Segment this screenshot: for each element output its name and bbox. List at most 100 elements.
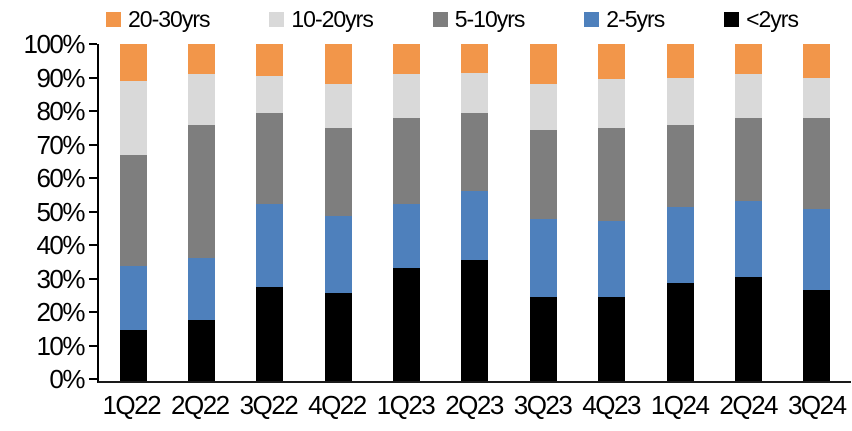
bar-4Q23 [598, 44, 626, 381]
x-tick-label: 2Q22 [171, 390, 230, 420]
segment-2to5yrs [256, 204, 284, 287]
segment-lt2yrs [598, 296, 626, 381]
segment-20to30yrs [734, 44, 762, 75]
segment-5to10yrs [461, 113, 489, 191]
segment-20to30yrs [188, 44, 216, 75]
segment-10to20yrs [324, 84, 352, 129]
x-tick-label: 3Q23 [513, 390, 573, 420]
segment-10to20yrs [461, 72, 489, 114]
segment-5to10yrs [393, 118, 421, 205]
segment-lt2yrs [529, 296, 557, 381]
y-tick-mark [89, 76, 97, 79]
bar-1Q24 [666, 44, 694, 381]
segment-10to20yrs [598, 79, 626, 129]
segment-2to5yrs [393, 204, 421, 269]
y-tick-mark [89, 277, 97, 280]
y-tick-mark [89, 177, 97, 179]
bar-2Q22 [188, 44, 216, 381]
segment-10to20yrs [393, 74, 421, 119]
bar-3Q22 [256, 44, 284, 381]
bar-1Q22 [119, 44, 147, 381]
x-tick-label: 2Q24 [719, 390, 778, 420]
segment-10to20yrs [666, 77, 694, 125]
segment-5to10yrs [598, 128, 626, 221]
bar-2Q24 [734, 44, 762, 381]
segment-5to10yrs [734, 118, 762, 201]
segment-10to20yrs [803, 77, 831, 119]
segment-2to5yrs [529, 219, 557, 297]
bar-1Q23 [393, 44, 421, 381]
y-tick-label: 90% [36, 62, 85, 93]
x-tick-label: 2Q23 [445, 390, 504, 420]
segment-2to5yrs [324, 215, 352, 294]
x-tick-label: 4Q23 [582, 390, 641, 420]
segment-20to30yrs [803, 44, 831, 78]
segment-10to20yrs [734, 74, 762, 119]
segment-2to5yrs [666, 207, 694, 284]
x-tick-label: 3Q22 [239, 390, 299, 420]
segment-5to10yrs [803, 118, 831, 210]
legend-item-2to5yrs: 2-5yrs [584, 5, 665, 32]
y-tick-label: 40% [36, 230, 85, 260]
bar-2Q23 [461, 44, 489, 381]
segment-5to10yrs [324, 128, 352, 216]
y-tick-mark [89, 378, 97, 380]
segment-5to10yrs [119, 155, 147, 267]
legend: 20-30yrs 10-20yrs 5-10yrs 2-5yrs <2yrs [106, 4, 799, 34]
legend-swatch-lt2yrs [724, 11, 740, 27]
legend-item-10to20yrs: 10-20yrs [269, 5, 374, 32]
segment-5to10yrs [529, 129, 557, 220]
y-tick-label: 50% [36, 196, 85, 227]
bars [99, 44, 851, 381]
y-tick-mark [89, 210, 97, 213]
segment-5to10yrs [256, 113, 284, 205]
legend-label: 10-20yrs [291, 5, 373, 32]
segment-10to20yrs [188, 74, 216, 125]
segment-20to30yrs [529, 44, 557, 85]
segment-lt2yrs [119, 330, 147, 381]
legend-item-20to30yrs: 20-30yrs [106, 5, 210, 32]
y-tick-mark [89, 244, 97, 246]
y-tick-mark [89, 311, 97, 313]
legend-swatch-5to10yrs [432, 11, 448, 27]
y-tick-mark [89, 43, 97, 45]
y-tick-label: 0% [49, 364, 85, 394]
bar-3Q23 [529, 44, 557, 381]
x-tick-label: 1Q22 [102, 390, 161, 420]
y-tick-mark [89, 110, 97, 112]
legend-label: 2-5yrs [606, 5, 665, 32]
segment-lt2yrs [666, 283, 694, 381]
segment-20to30yrs [324, 44, 352, 85]
segment-20to30yrs [666, 44, 694, 78]
bar-4Q22 [324, 44, 352, 381]
y-tick-label: 20% [36, 297, 85, 327]
y-tick-label: 100% [23, 29, 86, 59]
legend-label: 20-30yrs [128, 5, 210, 32]
y-tick-label: 10% [36, 330, 85, 361]
y-tick-label: 30% [36, 263, 85, 294]
x-tick-label: 1Q23 [376, 390, 436, 420]
x-tick-label: 3Q24 [787, 390, 847, 420]
segment-2to5yrs [461, 190, 489, 260]
legend-label: 5-10yrs [454, 5, 526, 32]
y-tick-label: 80% [36, 96, 85, 126]
segment-lt2yrs [461, 259, 489, 381]
segment-lt2yrs [734, 276, 762, 381]
segment-10to20yrs [529, 84, 557, 130]
segment-lt2yrs [393, 268, 421, 381]
segment-20to30yrs [461, 44, 489, 73]
x-axis-labels: 1Q22 2Q22 3Q22 4Q22 1Q23 2Q23 3Q23 4Q23 1Q24 2Q24… [97, 392, 851, 418]
segment-lt2yrs [188, 320, 216, 381]
segment-lt2yrs [324, 293, 352, 381]
plot-area [89, 43, 851, 383]
segment-lt2yrs [803, 290, 831, 381]
legend-item-lt2yrs: <2yrs [724, 5, 799, 32]
x-tick-label: 4Q22 [308, 390, 367, 420]
legend-swatch-10to20yrs [269, 11, 285, 27]
segment-2to5yrs [734, 200, 762, 277]
segment-lt2yrs [256, 286, 284, 381]
segment-10to20yrs [119, 81, 147, 156]
segment-20to30yrs [598, 44, 626, 80]
legend-label: <2yrs [746, 5, 799, 32]
